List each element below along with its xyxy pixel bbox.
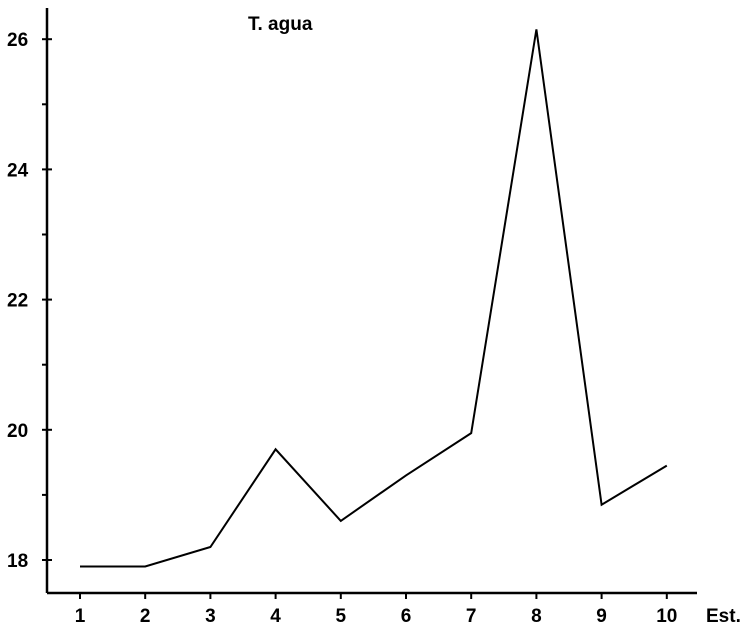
x-tick-label-7: 7 [466, 606, 477, 627]
x-tick-label-9: 9 [596, 606, 607, 627]
y-tick-label-26: 26 [7, 30, 28, 51]
y-tick-label-24: 24 [7, 160, 29, 181]
chart-title: T. agua [248, 14, 313, 35]
x-tick-label-2: 2 [140, 606, 151, 627]
x-axis-label: Est. [706, 606, 741, 627]
tick-labels: 18 20 22 24 26 1 2 3 4 5 6 7 8 9 10 [7, 30, 677, 627]
x-tick-label-1: 1 [75, 606, 86, 627]
axes [45, 8, 697, 595]
series-line [80, 29, 668, 568]
x-tick-label-5: 5 [336, 606, 347, 627]
x-tick-label-10: 10 [656, 606, 677, 627]
axis-ticks [42, 38, 668, 599]
x-tick-label-6: 6 [401, 606, 412, 627]
y-tick-label-18: 18 [7, 551, 28, 572]
y-tick-label-20: 20 [7, 421, 28, 442]
x-tick-label-4: 4 [270, 606, 281, 627]
x-tick-label-8: 8 [531, 606, 542, 627]
x-tick-label-3: 3 [205, 606, 216, 627]
y-tick-label-22: 22 [7, 291, 28, 312]
